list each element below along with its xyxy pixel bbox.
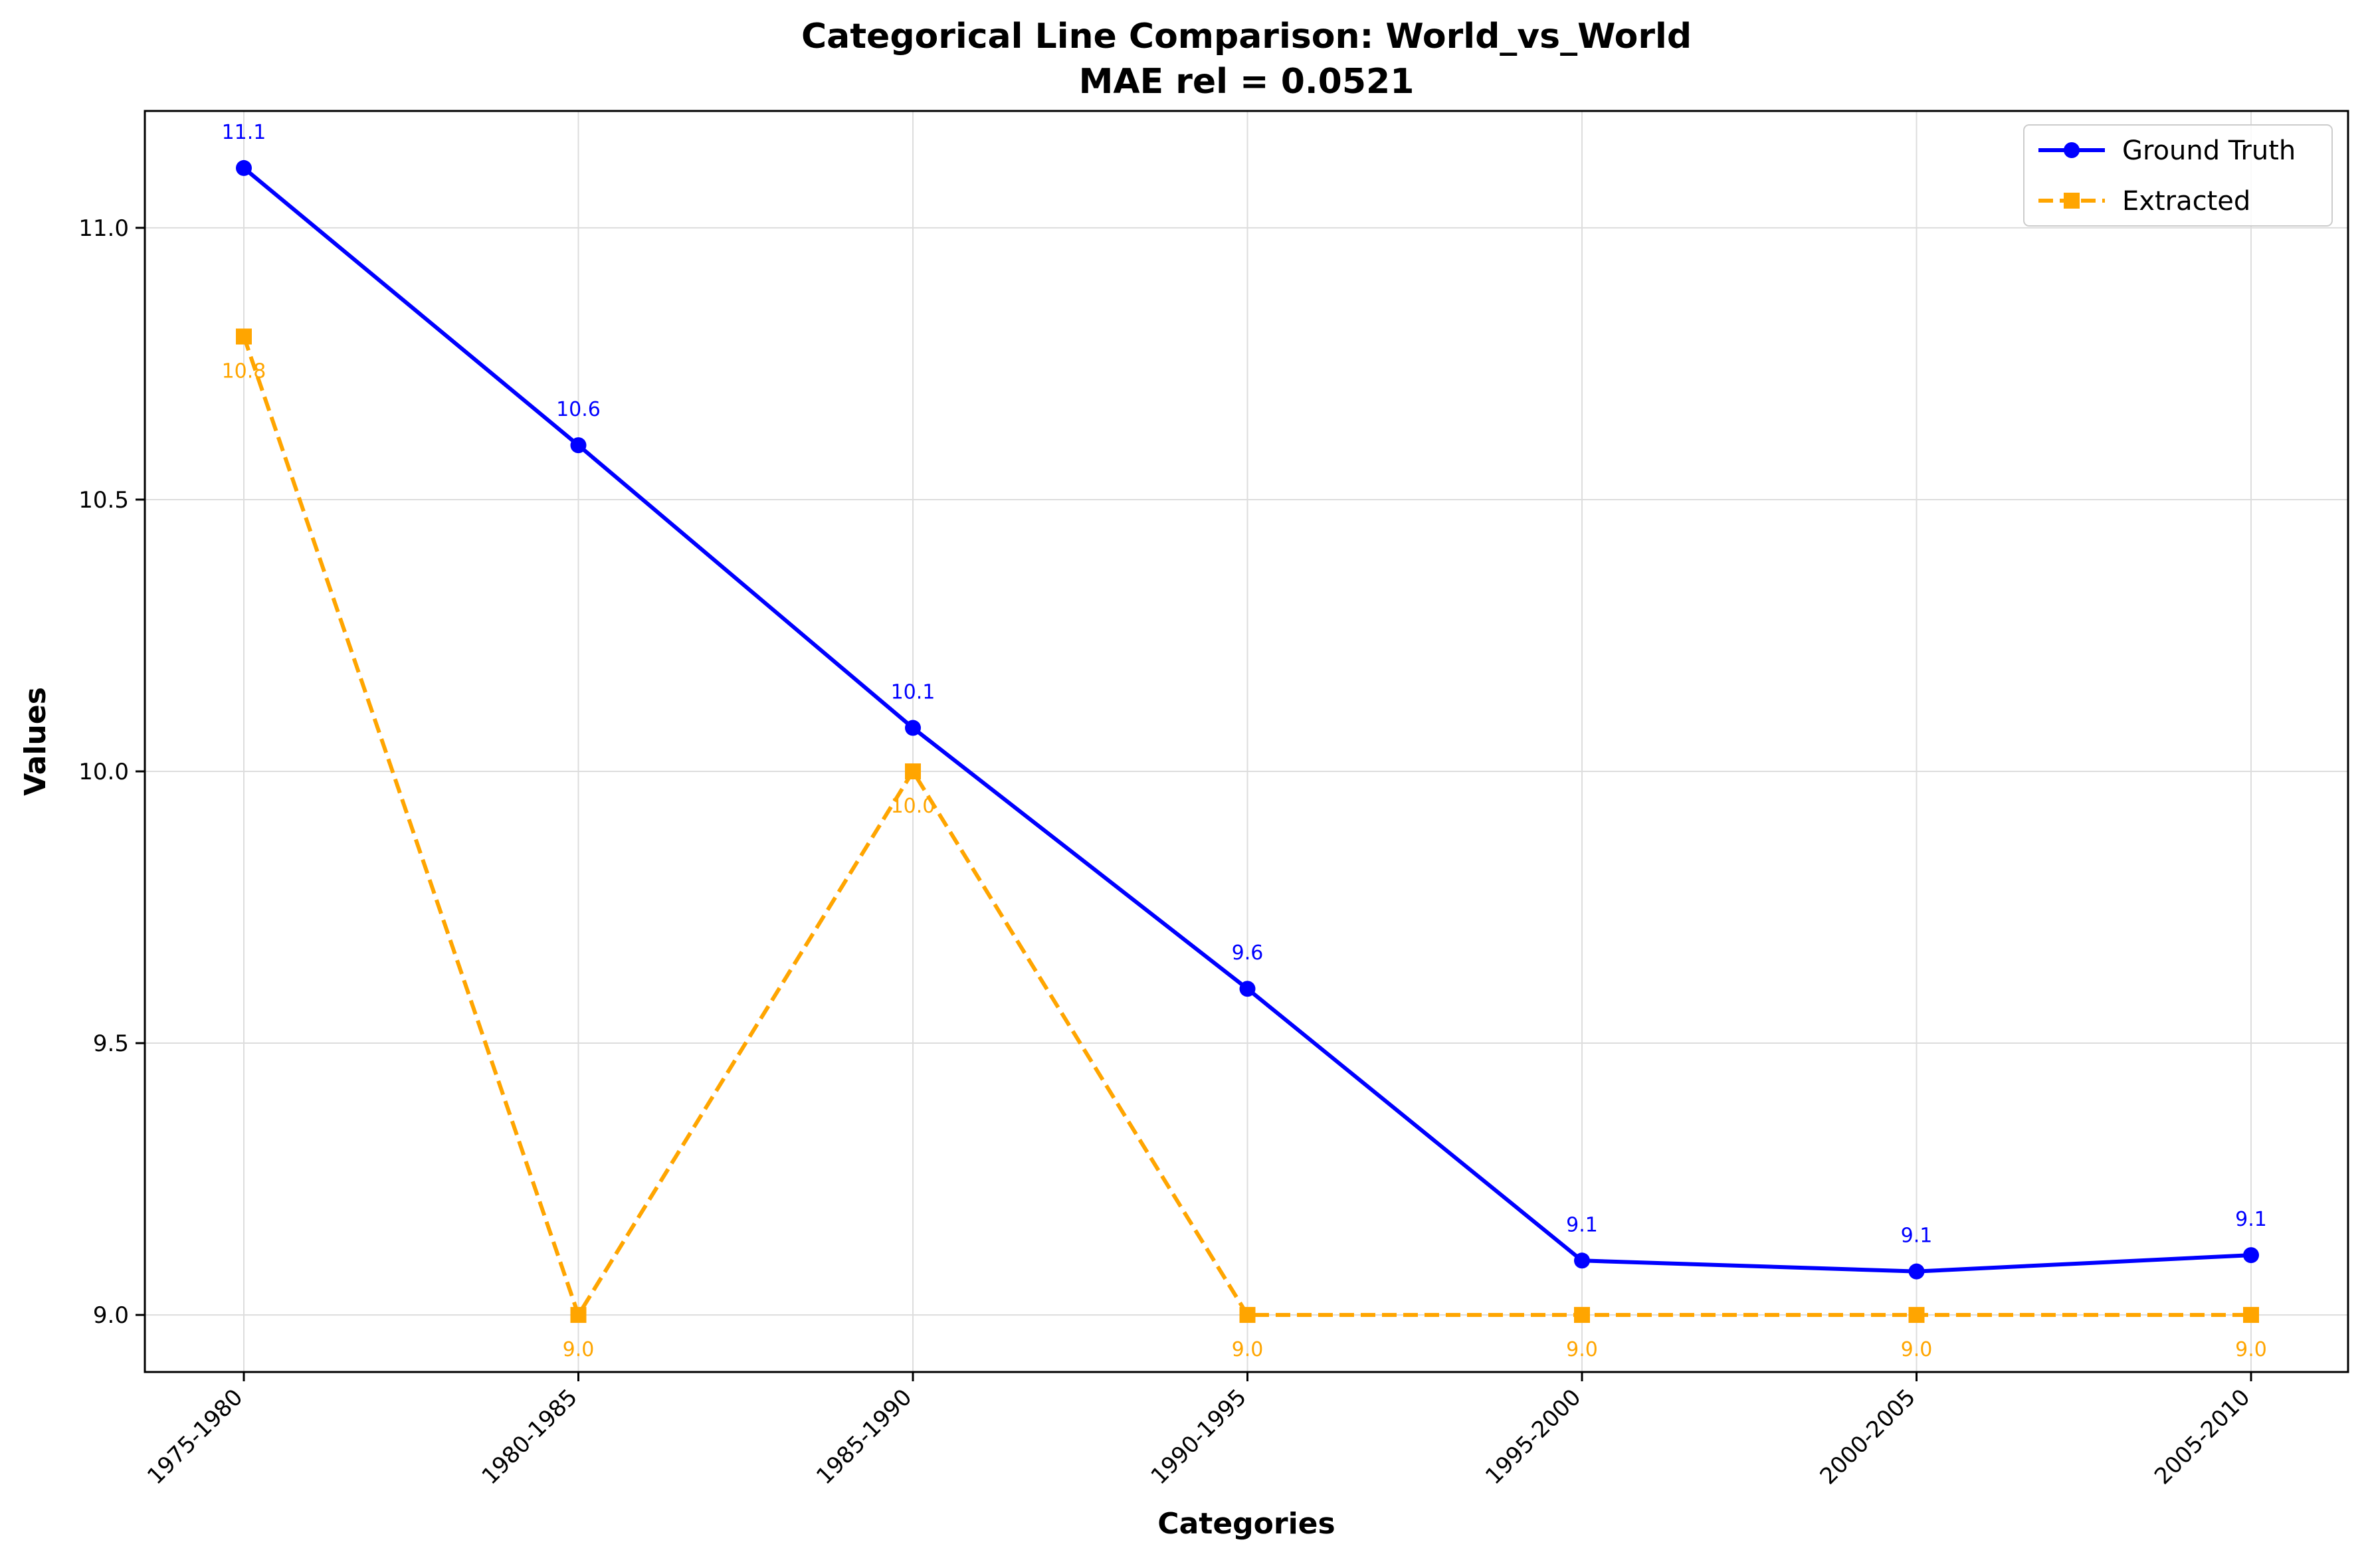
data-label-ground-truth: 9.6 <box>1232 941 1264 965</box>
data-label-extracted: 9.0 <box>2235 1338 2267 1361</box>
data-label-ground-truth: 9.1 <box>2235 1208 2267 1231</box>
y-tick-label: 10.0 <box>78 759 129 785</box>
data-label-ground-truth: 11.1 <box>222 121 266 144</box>
data-point-extracted <box>570 1307 587 1323</box>
data-label-ground-truth: 10.1 <box>891 681 936 704</box>
data-label-ground-truth: 10.6 <box>556 398 601 421</box>
data-point-extracted <box>905 763 921 779</box>
data-label-ground-truth: 9.1 <box>1901 1225 1933 1248</box>
legend-marker-square <box>2064 193 2080 209</box>
legend-label-ground-truth: Ground Truth <box>2122 136 2296 166</box>
data-label-extracted: 9.0 <box>1901 1338 1933 1361</box>
data-point-extracted <box>236 328 252 345</box>
data-label-extracted: 9.0 <box>1232 1338 1264 1361</box>
data-point-extracted <box>1239 1307 1256 1323</box>
grid-lines <box>145 111 2348 1372</box>
y-tick-label: 9.0 <box>93 1302 129 1329</box>
data-label-extracted: 10.8 <box>222 360 266 383</box>
y-tick-label: 11.0 <box>78 215 129 242</box>
data-labels: 11.1 10.6 10.1 9.6 9.1 9.1 9.1 10.8 9.0 10.0 9.0 9.… <box>222 121 2267 1361</box>
data-point-ground-truth <box>1908 1263 1925 1280</box>
data-point-ground-truth <box>570 437 587 454</box>
data-point-extracted <box>1908 1307 1925 1323</box>
data-point-ground-truth <box>2243 1247 2259 1264</box>
y-tick-label: 10.5 <box>78 487 129 514</box>
data-point-extracted <box>2243 1307 2259 1323</box>
data-label-extracted: 9.0 <box>563 1338 595 1361</box>
data-point-ground-truth <box>236 159 252 176</box>
data-point-ground-truth <box>1574 1252 1590 1269</box>
data-label-ground-truth: 9.1 <box>1566 1213 1598 1236</box>
y-tick-label: 9.5 <box>93 1030 129 1057</box>
x-axis-label: Categories <box>1157 1507 1335 1541</box>
series-layer <box>236 159 2259 1323</box>
legend-label-extracted: Extracted <box>2122 186 2250 217</box>
data-point-ground-truth <box>1239 981 1256 997</box>
data-point-extracted <box>1574 1307 1590 1323</box>
data-label-extracted: 10.0 <box>891 795 936 818</box>
chart-subtitle: MAE rel = 0.0521 <box>1079 62 1415 102</box>
chart-title: Categorical Line Comparison: World_vs_Wo… <box>801 17 1692 56</box>
y-axis-label: Values <box>19 687 52 796</box>
data-point-ground-truth <box>905 720 921 736</box>
data-label-extracted: 9.0 <box>1566 1338 1598 1361</box>
legend-marker-circle <box>2064 142 2080 158</box>
legend: Ground Truth Extracted <box>2023 124 2333 227</box>
